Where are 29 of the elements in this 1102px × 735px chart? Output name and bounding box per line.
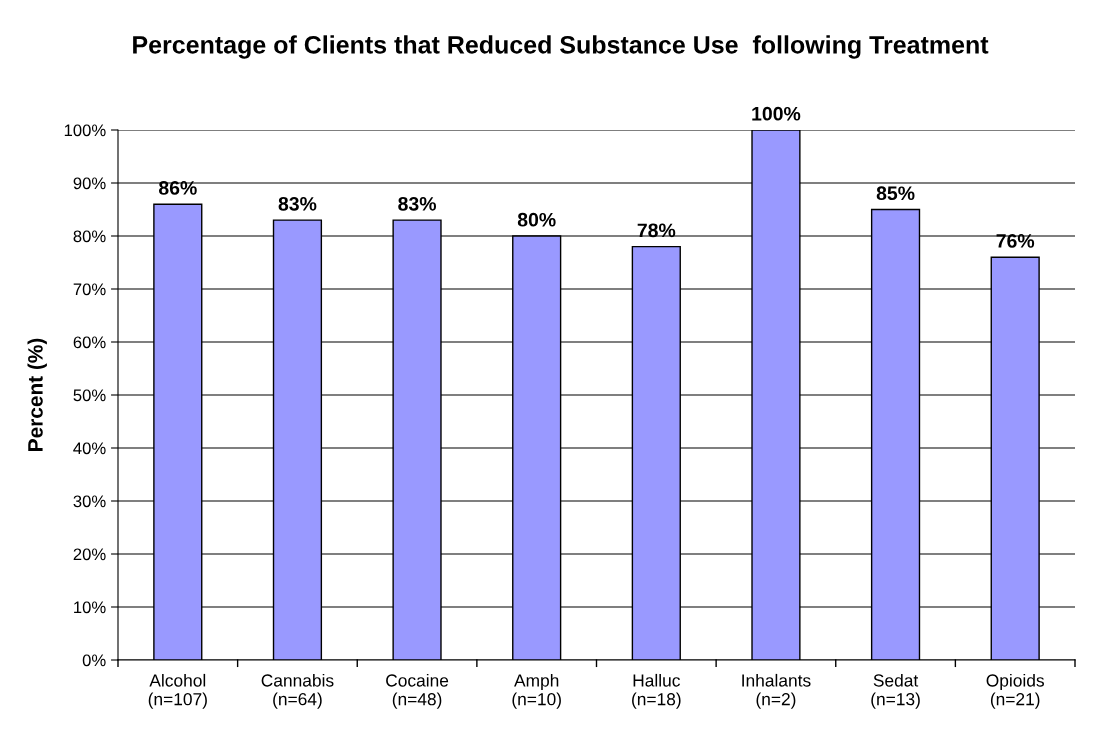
- y-tick-label: 70%: [73, 283, 106, 296]
- x-tick-label: Cocaine (n=48): [386, 673, 449, 709]
- y-tick-label: 80%: [73, 230, 106, 243]
- data-label: 78%: [637, 223, 676, 238]
- data-label: 76%: [996, 234, 1035, 248]
- data-label: 83%: [398, 196, 437, 211]
- y-tick-label: 0%: [82, 654, 106, 667]
- y-axis-title: Percent (%): [27, 338, 47, 451]
- y-tick-label: 90%: [73, 177, 106, 190]
- data-label: 100%: [752, 106, 801, 121]
- x-tick-label: Opioids (n=21): [986, 673, 1044, 709]
- y-tick-label: 40%: [73, 442, 106, 455]
- data-label: 85%: [876, 186, 915, 201]
- data-label: 80%: [517, 212, 556, 227]
- x-tick-label: Sedat (n=13): [871, 673, 920, 709]
- data-label: 86%: [158, 181, 197, 195]
- x-tick-label: Alcohol (n=107): [148, 673, 207, 709]
- y-tick-label: 50%: [73, 389, 106, 402]
- y-tick-label: 60%: [73, 336, 106, 349]
- chart-title: Percentage of Clients that Reduced Substance Use following Treatment: [133, 35, 989, 59]
- data-label: 83%: [278, 196, 317, 211]
- x-tick-label: Amph (n=10): [512, 673, 561, 709]
- x-tick-label: Inhalants (n=2): [742, 673, 811, 709]
- x-tick-label: Halluc (n=18): [632, 673, 681, 709]
- y-tick-label: 20%: [73, 548, 106, 561]
- x-tick-label: Cannabis (n=64): [261, 673, 334, 709]
- y-tick-label: 30%: [73, 495, 106, 508]
- y-tick-label: 10%: [74, 601, 106, 614]
- y-tick-label: 100%: [64, 124, 106, 137]
